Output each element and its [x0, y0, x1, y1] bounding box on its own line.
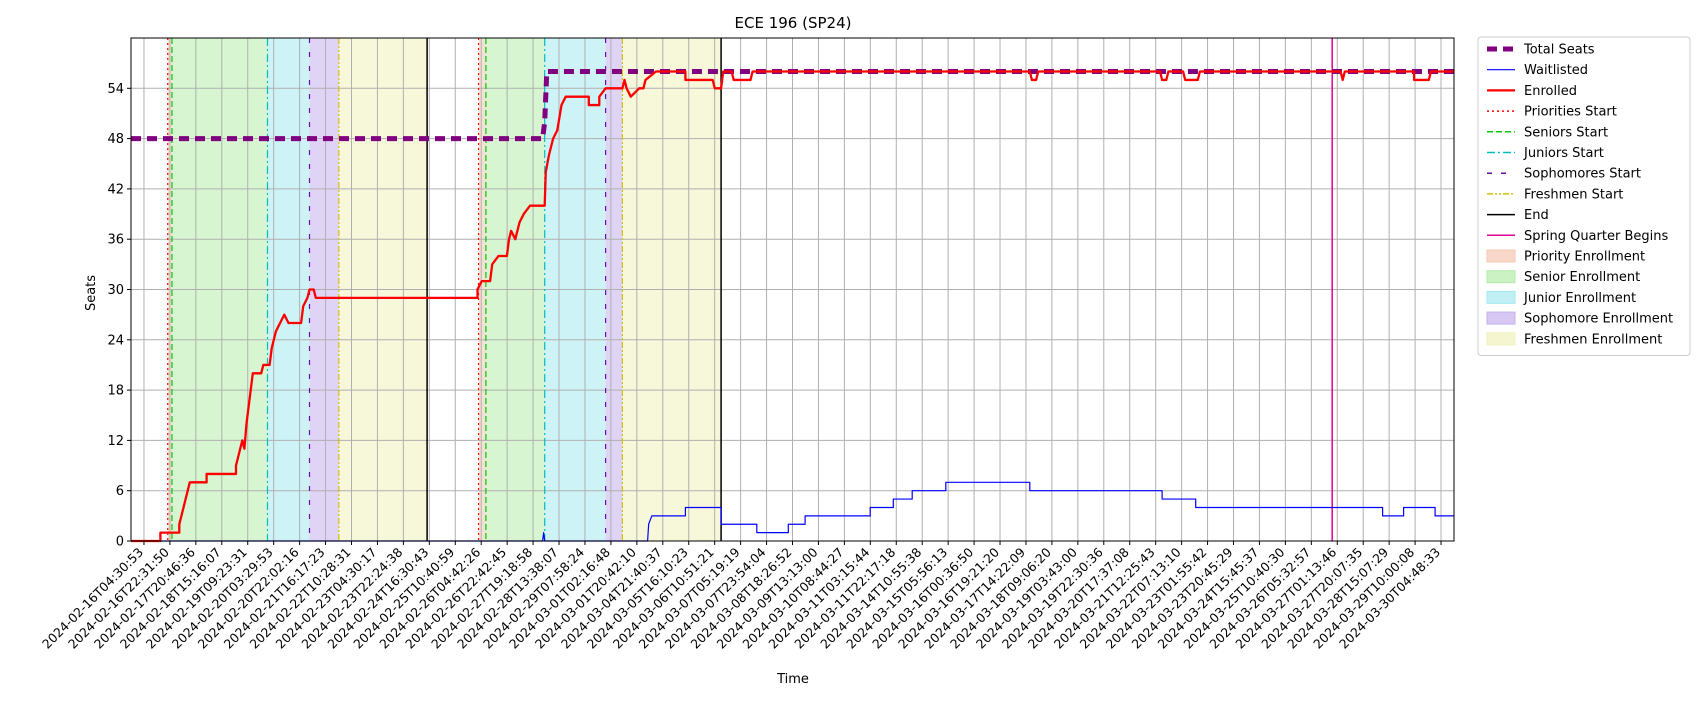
legend-label: Freshmen Enrollment [1524, 332, 1662, 347]
x-axis-ticks: 2024-02-16T04:30:532024-02-16T22:31:5020… [39, 541, 1443, 652]
legend-label: Spring Quarter Begins [1524, 229, 1668, 244]
y-axis-label: Seats [84, 275, 99, 311]
legend-label: Total Seats [1523, 43, 1595, 58]
y-tick-label: 42 [107, 182, 124, 197]
legend-swatch [1486, 249, 1516, 263]
legend-label: Senior Enrollment [1524, 270, 1640, 285]
legend-label: End [1524, 208, 1549, 223]
legend-label: Seniors Start [1524, 125, 1608, 140]
y-tick-label: 0 [116, 535, 124, 550]
legend-box [1477, 36, 1691, 356]
y-tick-label: 36 [107, 233, 124, 248]
legend-label: Juniors Start [1523, 146, 1604, 161]
legend-label: Priorities Start [1524, 105, 1617, 120]
legend-label: Enrolled [1524, 84, 1577, 99]
x-axis-label: Time [776, 672, 809, 687]
y-tick-label: 48 [107, 132, 124, 147]
series-line [131, 69, 1454, 142]
legend-label: Sophomores Start [1524, 167, 1641, 182]
y-tick-label: 24 [107, 333, 124, 348]
legend-swatch [1486, 290, 1516, 304]
y-tick-label: 12 [107, 434, 124, 449]
legend-label: Freshmen Start [1524, 187, 1623, 202]
legend-label: Junior Enrollment [1523, 291, 1636, 306]
legend-swatch [1486, 311, 1516, 325]
y-tick-label: 30 [107, 283, 124, 298]
series-lines [131, 69, 1454, 543]
series-line [131, 70, 1454, 543]
y-axis-ticks: 0 6 12 18 24 30 36 42 48 54 [107, 82, 131, 550]
legend-swatch [1486, 270, 1516, 284]
y-tick-label: 54 [107, 82, 124, 97]
series-line [131, 481, 1454, 542]
legend-label: Priority Enrollment [1524, 250, 1645, 265]
y-tick-label: 18 [107, 384, 124, 399]
legend-label: Waitlisted [1524, 63, 1588, 78]
y-tick-label: 6 [116, 484, 124, 499]
legend-swatch [1486, 332, 1516, 346]
legend-label: Sophomore Enrollment [1524, 312, 1673, 327]
chart-title: ECE 196 (SP24) [735, 14, 852, 32]
legend: Total Seats Waitlisted Enrolled Priorities … [1477, 36, 1691, 356]
